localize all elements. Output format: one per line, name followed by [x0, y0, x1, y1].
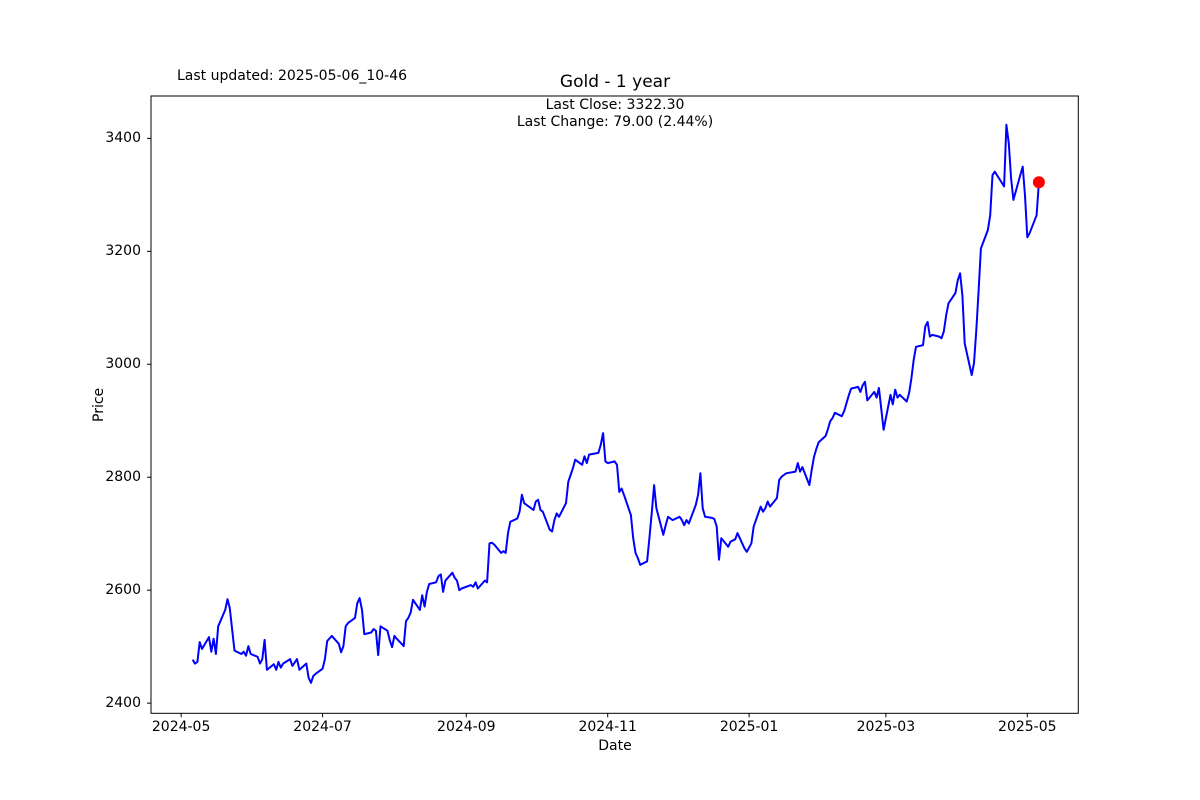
y-tick-label: 3200 [105, 243, 141, 260]
last-price-marker [1032, 176, 1045, 189]
axis-ticks [147, 137, 1028, 718]
x-tick-label: 2025-05 [998, 719, 1057, 736]
price-line [191, 123, 1040, 684]
last-close-text: Last Close: 3322.30 [545, 97, 685, 113]
y-tick-label: 2800 [105, 469, 141, 486]
x-tick-label: 2024-09 [437, 719, 496, 736]
y-axis-label: Price [91, 387, 107, 422]
x-tick-label: 2025-03 [856, 719, 916, 736]
y-tick-label: 2400 [105, 695, 141, 712]
y-tick-label: 3400 [105, 130, 141, 147]
plot-border [150, 95, 1079, 714]
y-tick-label: 3000 [105, 356, 141, 373]
y-tick-label: 2600 [105, 582, 141, 599]
last-updated-text: Last updated: 2025-05-06_10-46 [177, 68, 408, 84]
x-tick-label: 2024-11 [578, 719, 637, 736]
x-axis-label: Date [598, 738, 632, 754]
x-tick-label: 2024-05 [151, 719, 211, 736]
last-change-text: Last Change: 79.00 (2.44%) [516, 114, 714, 130]
x-tick-label: 2024-07 [293, 719, 352, 736]
last-close-annotation: Last Close: 3322.30 Last Change: 79.00 (… [151, 97, 1079, 131]
chart-title: Gold - 1 year [559, 72, 671, 92]
x-tick-label: 2025-01 [719, 719, 779, 736]
